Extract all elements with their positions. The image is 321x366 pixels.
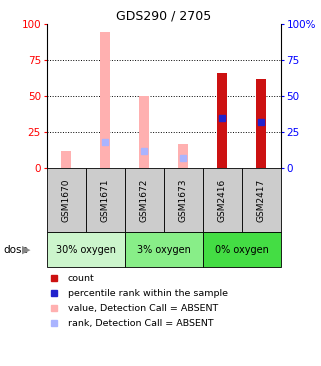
Text: GSM1670: GSM1670 (62, 179, 71, 222)
Text: GSM1672: GSM1672 (140, 179, 149, 222)
Bar (256, 79, 266, 168)
Bar (47, 232, 125, 267)
Bar (86, 168, 125, 232)
Bar (217, 73, 227, 168)
Bar (242, 168, 281, 232)
Text: value, Detection Call = ABSENT: value, Detection Call = ABSENT (68, 304, 218, 313)
Text: rank, Detection Call = ABSENT: rank, Detection Call = ABSENT (68, 319, 213, 328)
Text: dose: dose (3, 245, 28, 255)
Bar (125, 168, 164, 232)
Text: count: count (68, 273, 94, 283)
Text: 30% oxygen: 30% oxygen (56, 245, 116, 255)
Bar (125, 232, 203, 267)
Bar (203, 232, 281, 267)
Bar (178, 144, 188, 168)
Text: ▶: ▶ (22, 245, 30, 255)
Bar (47, 168, 86, 232)
Text: percentile rank within the sample: percentile rank within the sample (68, 289, 228, 298)
Bar (100, 33, 110, 168)
Bar (164, 168, 203, 232)
Bar (139, 96, 149, 168)
Title: GDS290 / 2705: GDS290 / 2705 (116, 10, 211, 23)
Text: 0% oxygen: 0% oxygen (215, 245, 269, 255)
Text: GSM1673: GSM1673 (179, 179, 188, 222)
Text: GSM2417: GSM2417 (257, 179, 266, 222)
Text: 3% oxygen: 3% oxygen (137, 245, 191, 255)
Text: GSM2416: GSM2416 (218, 179, 227, 222)
Bar (61, 151, 71, 168)
Bar (203, 168, 242, 232)
Text: GSM1671: GSM1671 (100, 179, 110, 222)
